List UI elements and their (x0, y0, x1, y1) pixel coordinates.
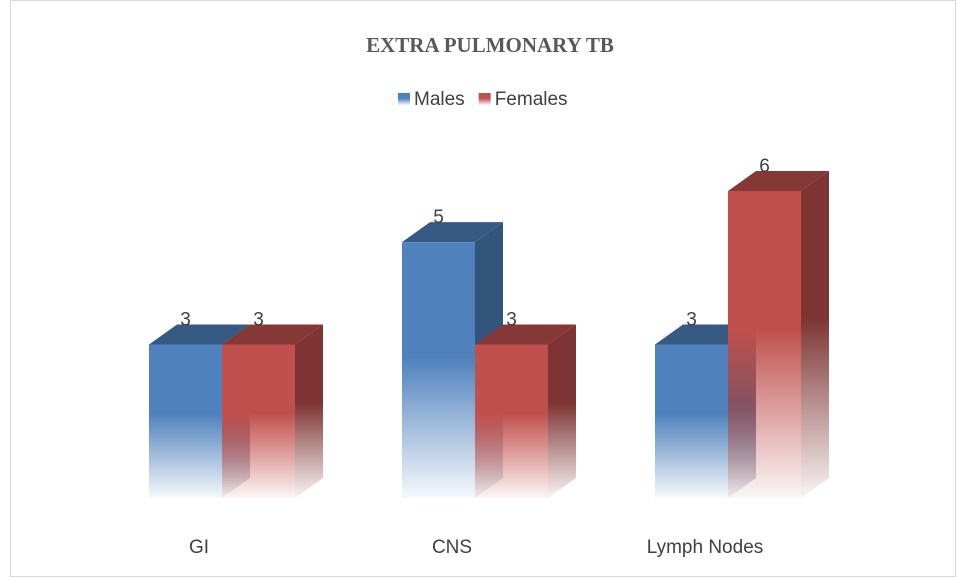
legend-swatch (398, 93, 410, 105)
bar-side (548, 324, 576, 498)
bar-front (222, 344, 295, 498)
data-label: 3 (686, 310, 697, 331)
bar-side (801, 171, 829, 498)
legend-label: Females (495, 89, 568, 110)
bar (728, 171, 829, 498)
bar-front (475, 344, 548, 498)
data-label: 3 (180, 310, 191, 331)
bar (222, 324, 323, 498)
chart-title: EXTRA PULMONARY TB (366, 33, 614, 57)
bar-front (402, 242, 475, 498)
data-label: 6 (759, 156, 770, 177)
data-label: 3 (253, 310, 264, 331)
legend-swatch (478, 93, 491, 105)
bar-side (295, 324, 323, 498)
x-tick-label: GI (189, 537, 209, 558)
data-label: 3 (506, 310, 517, 331)
legend-label: Males (414, 89, 465, 110)
bar-front (149, 344, 222, 498)
bar-top (222, 324, 323, 345)
legend: Males Females (398, 89, 568, 110)
data-label: 5 (433, 207, 444, 228)
bar-front (728, 191, 801, 498)
x-tick-label: Lymph Nodes (647, 537, 764, 558)
bar-top (149, 324, 250, 345)
bar-top (728, 171, 829, 191)
x-tick-label: CNS (432, 537, 472, 558)
bar-top (475, 324, 576, 345)
bar-front (655, 344, 728, 498)
bar-top (402, 222, 503, 243)
bar (475, 324, 576, 498)
